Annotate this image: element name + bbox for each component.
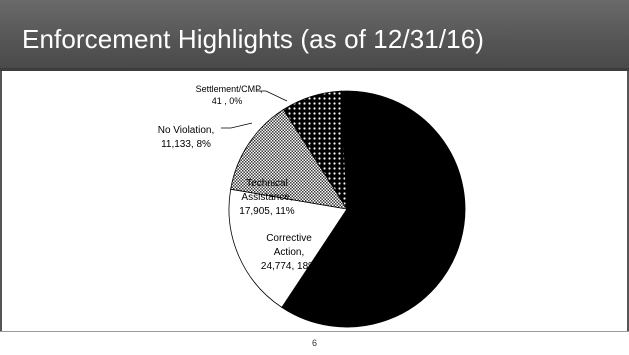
label-technical-line1: Technical bbox=[246, 178, 288, 189]
pie-slice-technical-assistance bbox=[230, 108, 348, 210]
label-technical-line2: Assistance, bbox=[241, 192, 292, 203]
pie-slice-investigated-no-violation bbox=[281, 90, 466, 328]
footer-divider bbox=[0, 331, 629, 332]
page-number: 6 bbox=[311, 338, 317, 348]
leader-line-no-violation bbox=[221, 122, 253, 129]
pie-slices bbox=[228, 90, 466, 328]
title-bar: Enforcement Highlights (as of 12/31/16) bbox=[0, 0, 629, 71]
label-no-violation-line2: 11,133, 8% bbox=[161, 139, 211, 150]
label-settlement-line1: Settlement/CMP, bbox=[196, 84, 263, 94]
label-settlement-line2: 41 , 0% bbox=[212, 96, 243, 106]
content-area: Settlement/CMP, 41 , 0% No Violation, 11… bbox=[0, 71, 629, 331]
pie-slice-no-violation bbox=[282, 90, 348, 211]
leader-line-settlement bbox=[257, 90, 288, 102]
label-corrective-line3: 24,774, 18% bbox=[261, 261, 317, 272]
label-no-violation-line1: No Violation, bbox=[158, 125, 215, 136]
label-corrective-line1: Corrective bbox=[266, 233, 312, 244]
pie-slice-corrective-action bbox=[228, 188, 348, 308]
label-corrective-line2: Action, bbox=[274, 247, 305, 258]
label-technical-line3: 17,905, 11% bbox=[239, 206, 295, 217]
slide-title: Enforcement Highlights (as of 12/31/16) bbox=[22, 24, 485, 54]
pie-chart: Settlement/CMP, 41 , 0% No Violation, 11… bbox=[158, 84, 466, 328]
